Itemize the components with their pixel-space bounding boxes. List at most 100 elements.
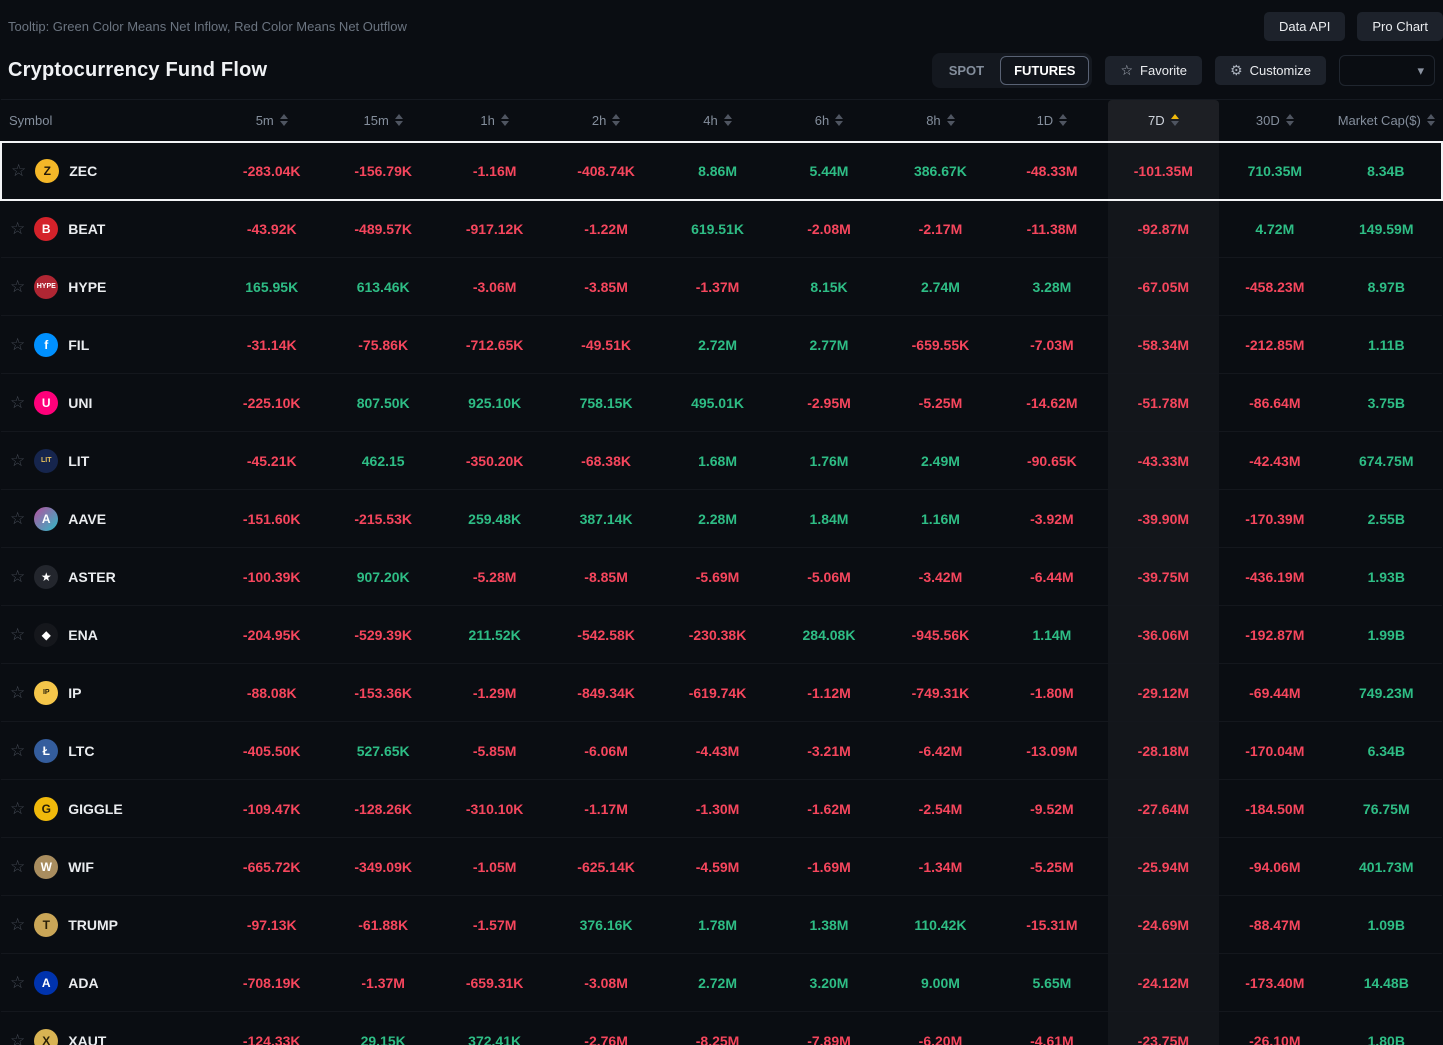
column-header-1h[interactable]: 1h [438, 99, 551, 142]
table-row-xaut[interactable]: ☆ X XAUT -124.33K 29.15K 372.41K -2.76M -8.25M -… [1, 1011, 1442, 1045]
table-row-trump[interactable]: ☆ T TRUMP -97.13K -61.88K -1.57M 376.16K 1.78M 1… [1, 895, 1442, 954]
coin-icon-wif: W [34, 854, 59, 879]
filter-dropdown[interactable]: ▾ [1339, 54, 1435, 86]
column-label: 6h [814, 112, 830, 128]
sort-arrows-icon[interactable] [723, 114, 732, 127]
column-header-symbol[interactable]: Symbol [1, 99, 216, 142]
column-header-7d[interactable]: 7D [1107, 99, 1220, 142]
favorite-star-icon[interactable]: ☆ [11, 161, 27, 180]
symbol-label: ADA [68, 974, 99, 991]
sort-arrows-icon[interactable] [835, 114, 844, 127]
favorite-star-icon[interactable]: ☆ [10, 219, 26, 239]
column-label: 2h [591, 112, 607, 128]
coin-icon-ena: ◆ [34, 622, 59, 647]
cell-hype-30d: -458.23M [1219, 257, 1331, 316]
sort-arrows-icon[interactable] [1059, 114, 1068, 127]
table-row-ip[interactable]: ☆ IP IP -88.08K -153.36K -1.29M -849.34K -619.7… [1, 663, 1442, 722]
sort-arrows-icon[interactable] [500, 114, 509, 127]
column-label: 30D [1255, 112, 1280, 128]
cell-ip-8h: -749.31K [884, 663, 997, 722]
sort-arrows-icon[interactable] [1170, 114, 1179, 127]
cell-zec-2h: -408.74K [550, 140, 662, 201]
favorite-button[interactable]: ☆ Favorite [1105, 55, 1203, 85]
tab-futures[interactable]: FUTURES [1000, 55, 1090, 85]
favorite-star-icon[interactable]: ☆ [10, 683, 26, 702]
symbol-label: ZEC [69, 162, 98, 179]
table-row-uni[interactable]: ☆ U UNI -225.10K 807.50K 925.10K 758.15K 495.01… [1, 373, 1442, 432]
favorite-star-icon[interactable]: ☆ [10, 973, 26, 992]
table-row-ltc[interactable]: ☆ Ł LTC -405.50K 527.65K -5.85M -6.06M -4.43M -3… [1, 721, 1442, 780]
column-label: 7D [1148, 112, 1165, 128]
cell-zec-1d: -48.33M [996, 140, 1108, 201]
favorite-star-icon[interactable]: ☆ [10, 277, 26, 296]
cell-giggle-5m: -109.47K [216, 779, 328, 838]
cell-ip-1d: -1.80M [996, 663, 1108, 722]
cell-giggle-30d: -184.50M [1219, 779, 1331, 838]
favorite-star-icon[interactable]: ☆ [10, 509, 26, 528]
table-row-fil[interactable]: ☆ f FIL -31.14K -75.86K -712.65K -49.51K 2.72M 2… [1, 315, 1442, 374]
cell-wif-30d: -94.06M [1219, 837, 1331, 896]
sort-arrows-icon[interactable] [612, 114, 621, 127]
header-controls: SPOT FUTURES ☆ Favorite ⚙ Customize ▾ [931, 52, 1435, 88]
column-label: Market Cap($) [1337, 112, 1421, 128]
cell-xaut-1h: 372.41K [438, 1011, 551, 1045]
cell-aster-6h: -5.06M [773, 547, 885, 606]
table-row-hype[interactable]: ☆ HYPE HYPE 165.95K 613.46K -3.06M -3.85M -1.37… [1, 257, 1442, 316]
cell-xaut-1d: -4.61M [996, 1011, 1108, 1045]
customize-button[interactable]: ⚙ Customize [1215, 55, 1326, 85]
cell-beat-1d: -11.38M [996, 199, 1108, 258]
favorite-star-icon[interactable]: ☆ [10, 625, 26, 644]
table-row-beat[interactable]: ☆ B BEAT -43.92K -489.57K -917.12K -1.22M 619.5… [1, 199, 1442, 258]
favorite-star-icon[interactable]: ☆ [10, 451, 26, 470]
table-row-ada[interactable]: ☆ A ADA -708.19K -1.37M -659.31K -3.08M 2.72M 3.… [1, 953, 1442, 1012]
tab-spot[interactable]: SPOT [935, 56, 998, 85]
favorite-star-icon[interactable]: ☆ [10, 567, 26, 586]
cell-aave-2h: 387.14K [550, 489, 662, 548]
table-row-lit[interactable]: ☆ LIT LIT -45.21K 462.15 -350.20K -68.38K 1.68M… [1, 431, 1442, 490]
cell-wif-1d: -5.25M [996, 837, 1108, 896]
page-header: Cryptocurrency Fund Flow SPOT FUTURES ☆ … [0, 41, 1443, 99]
pro-chart-button[interactable]: Pro Chart [1357, 12, 1443, 41]
favorite-star-icon[interactable]: ☆ [10, 1031, 26, 1045]
table-row-aster[interactable]: ☆ ★ ASTER -100.39K 907.20K -5.28M -8.85M -5.69M… [1, 547, 1442, 606]
cell-aave-1d: -3.92M [996, 489, 1108, 548]
tooltip-text: Tooltip: Green Color Means Net Inflow, R… [8, 19, 407, 34]
cell-beat-4h: 619.51K [661, 199, 774, 258]
table-row-zec[interactable]: ☆ Z ZEC -283.04K -156.79K -1.16M -408.74K 8.86M… [0, 140, 1443, 201]
cell-trump-15m: -61.88K [327, 895, 439, 954]
table-row-wif[interactable]: ☆ W WIF -665.72K -349.09K -1.05M -625.14K -4.59… [1, 837, 1442, 896]
column-header-5m[interactable]: 5m [216, 99, 328, 142]
favorite-star-icon[interactable]: ☆ [10, 799, 26, 818]
sort-arrows-icon[interactable] [279, 114, 288, 127]
column-header-1d[interactable]: 1D [996, 99, 1108, 142]
cell-uni-1d: -14.62M [996, 373, 1108, 432]
table-row-aave[interactable]: ☆ A AAVE -151.60K -215.53K 259.48K 387.14K 2.28… [1, 489, 1442, 548]
sort-arrows-icon[interactable] [1285, 114, 1294, 127]
favorite-star-icon[interactable]: ☆ [10, 393, 26, 412]
table-row-giggle[interactable]: ☆ G GIGGLE -109.47K -128.26K -310.10K -1.17M -1… [1, 779, 1442, 838]
column-header-6h[interactable]: 6h [773, 99, 885, 142]
table-row-ena[interactable]: ☆ ◆ ENA -204.95K -529.39K 211.52K -542.58K -230… [1, 605, 1442, 664]
favorite-star-icon[interactable]: ☆ [10, 335, 26, 354]
cell-ip-6h: -1.12M [773, 663, 885, 722]
column-header-30d[interactable]: 30D [1219, 99, 1331, 142]
cell-ip-7d: -29.12M [1107, 663, 1220, 722]
column-header-4h[interactable]: 4h [661, 99, 774, 142]
cell-ena-4h: -230.38K [661, 605, 774, 664]
sort-arrows-icon[interactable] [946, 114, 955, 127]
favorite-star-icon[interactable]: ☆ [10, 915, 26, 934]
favorite-star-icon[interactable]: ☆ [10, 857, 26, 876]
cell-ena-1h: 211.52K [438, 605, 551, 664]
cell-ltc-8h: -6.42M [884, 721, 997, 780]
column-header-market-cap-[interactable]: Market Cap($) [1330, 99, 1442, 142]
column-header-8h[interactable]: 8h [884, 99, 997, 142]
column-header-15m[interactable]: 15m [327, 99, 439, 142]
column-header-2h[interactable]: 2h [550, 99, 662, 142]
coin-icon-giggle: G [34, 796, 59, 821]
favorite-star-icon[interactable]: ☆ [10, 741, 26, 760]
cell-lit-2h: -68.38K [550, 431, 662, 490]
sort-arrows-icon[interactable] [1426, 114, 1435, 127]
sort-arrows-icon[interactable] [394, 114, 403, 127]
column-label: 5m [255, 112, 274, 128]
data-api-button[interactable]: Data API [1264, 12, 1346, 41]
